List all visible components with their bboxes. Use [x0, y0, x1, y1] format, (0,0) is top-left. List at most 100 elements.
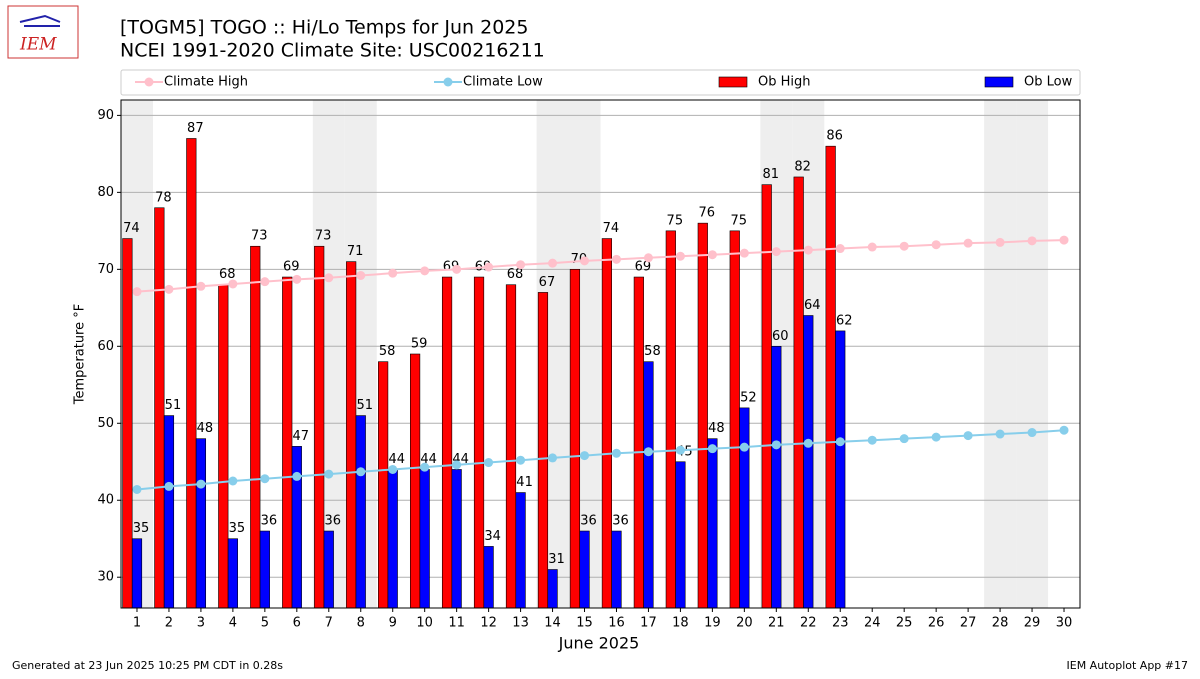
bar: [186, 138, 197, 609]
bar: [537, 292, 549, 609]
bar-value-label: 31: [548, 552, 565, 567]
line-marker: [356, 270, 366, 280]
x-tick-label: 21: [768, 616, 785, 631]
line-marker: [835, 437, 845, 447]
line-marker: [771, 440, 781, 450]
x-tick-label: 3: [197, 616, 205, 631]
bar: [611, 530, 622, 609]
x-tick-label: 7: [325, 616, 333, 631]
bar-value-label: 62: [836, 313, 853, 328]
line-marker: [324, 273, 334, 283]
x-tick-label: 27: [960, 616, 977, 631]
x-tick-label: 18: [672, 616, 689, 631]
bar-value-label: 47: [293, 429, 310, 444]
y-tick-label: 30: [97, 570, 114, 585]
bar: [259, 530, 270, 609]
line-marker: [1059, 235, 1069, 245]
bar: [697, 222, 708, 609]
y-tick-label: 50: [97, 416, 114, 431]
y-axis-label: Temperature °F: [73, 304, 88, 405]
bar: [122, 238, 133, 609]
line-marker: [164, 481, 174, 491]
logo-icon: [19, 14, 61, 27]
y-tick-label: 60: [97, 339, 114, 354]
line-marker: [739, 248, 749, 258]
x-tick-label: 5: [261, 616, 269, 631]
line-marker: [132, 484, 142, 494]
bar-value-label: 58: [644, 344, 661, 359]
line-marker: [643, 447, 653, 457]
bar: [195, 438, 207, 609]
line-marker: [611, 254, 621, 264]
line-marker: [675, 445, 685, 455]
bar: [729, 230, 740, 609]
line-marker: [803, 245, 813, 255]
bar: [761, 184, 772, 609]
bar-value-label: 36: [261, 514, 278, 529]
line-marker: [963, 431, 973, 441]
line-marker: [324, 469, 334, 479]
bar-value-label: 74: [603, 221, 620, 236]
legend-label: Climate High: [164, 75, 248, 90]
line-marker: [580, 256, 590, 266]
bar-value-label: 36: [580, 514, 597, 529]
bar-value-label: 75: [730, 213, 747, 228]
bar: [131, 538, 143, 609]
bar-value-label: 81: [762, 167, 779, 182]
line-marker: [388, 464, 398, 474]
bar: [473, 276, 485, 609]
line-marker: [228, 476, 238, 486]
bar-value-label: 44: [388, 452, 405, 467]
x-tick-label: 14: [544, 616, 561, 631]
bar: [569, 269, 581, 609]
bar: [346, 261, 357, 609]
bar-value-label: 67: [539, 275, 556, 290]
bar: [154, 207, 165, 609]
bar: [835, 330, 846, 609]
bar: [739, 407, 750, 609]
logo-frame: [7, 5, 79, 59]
bar: [355, 415, 366, 609]
weekend-band: [1016, 100, 1049, 608]
x-tick-label: 15: [576, 616, 593, 631]
line-marker: [228, 279, 238, 289]
line-marker: [388, 268, 398, 278]
bar: [505, 284, 517, 609]
bar: [483, 546, 494, 609]
bar-value-label: 48: [708, 421, 725, 436]
x-tick-label: 29: [1024, 616, 1041, 631]
x-tick-label: 11: [448, 616, 465, 631]
bar-value-label: 59: [411, 337, 428, 352]
bar-value-label: 60: [772, 329, 789, 344]
bar-value-label: 73: [315, 229, 332, 244]
line-marker: [548, 258, 558, 268]
x-tick-label: 26: [928, 616, 945, 631]
bar-value-label: 69: [283, 260, 300, 275]
x-tick-label: 30: [1056, 616, 1073, 631]
bar-value-label: 68: [219, 267, 236, 282]
plot-frame: [120, 99, 1081, 609]
chart-title: [TOGM5] TOGO :: Hi/Lo Temps for Jun 2025: [120, 17, 528, 39]
line-marker: [292, 471, 302, 481]
x-tick-label: 16: [608, 616, 625, 631]
bar: [825, 145, 836, 609]
bar-value-label: 36: [325, 514, 342, 529]
line-marker: [516, 260, 526, 270]
x-tick-label: 10: [416, 616, 433, 631]
logo-text: IEM: [19, 35, 57, 55]
line-marker: [196, 479, 206, 489]
bar-value-label: 76: [699, 206, 716, 221]
bar-value-label: 51: [356, 398, 373, 413]
line-marker: [707, 250, 717, 260]
chart-subtitle: NCEI 1991-2020 Climate Site: USC00216211: [120, 40, 545, 62]
bar-value-label: 64: [804, 298, 821, 313]
bar: [227, 538, 238, 609]
legend-label: Ob Low: [1024, 75, 1073, 90]
bar-value-label: 74: [123, 221, 140, 236]
legend-label: Ob High: [758, 75, 811, 90]
x-tick-label: 6: [293, 616, 301, 631]
line-marker: [771, 247, 781, 257]
footer-left: Generated at 23 Jun 2025 10:25 PM CDT in…: [12, 659, 283, 672]
line: [136, 239, 1065, 293]
